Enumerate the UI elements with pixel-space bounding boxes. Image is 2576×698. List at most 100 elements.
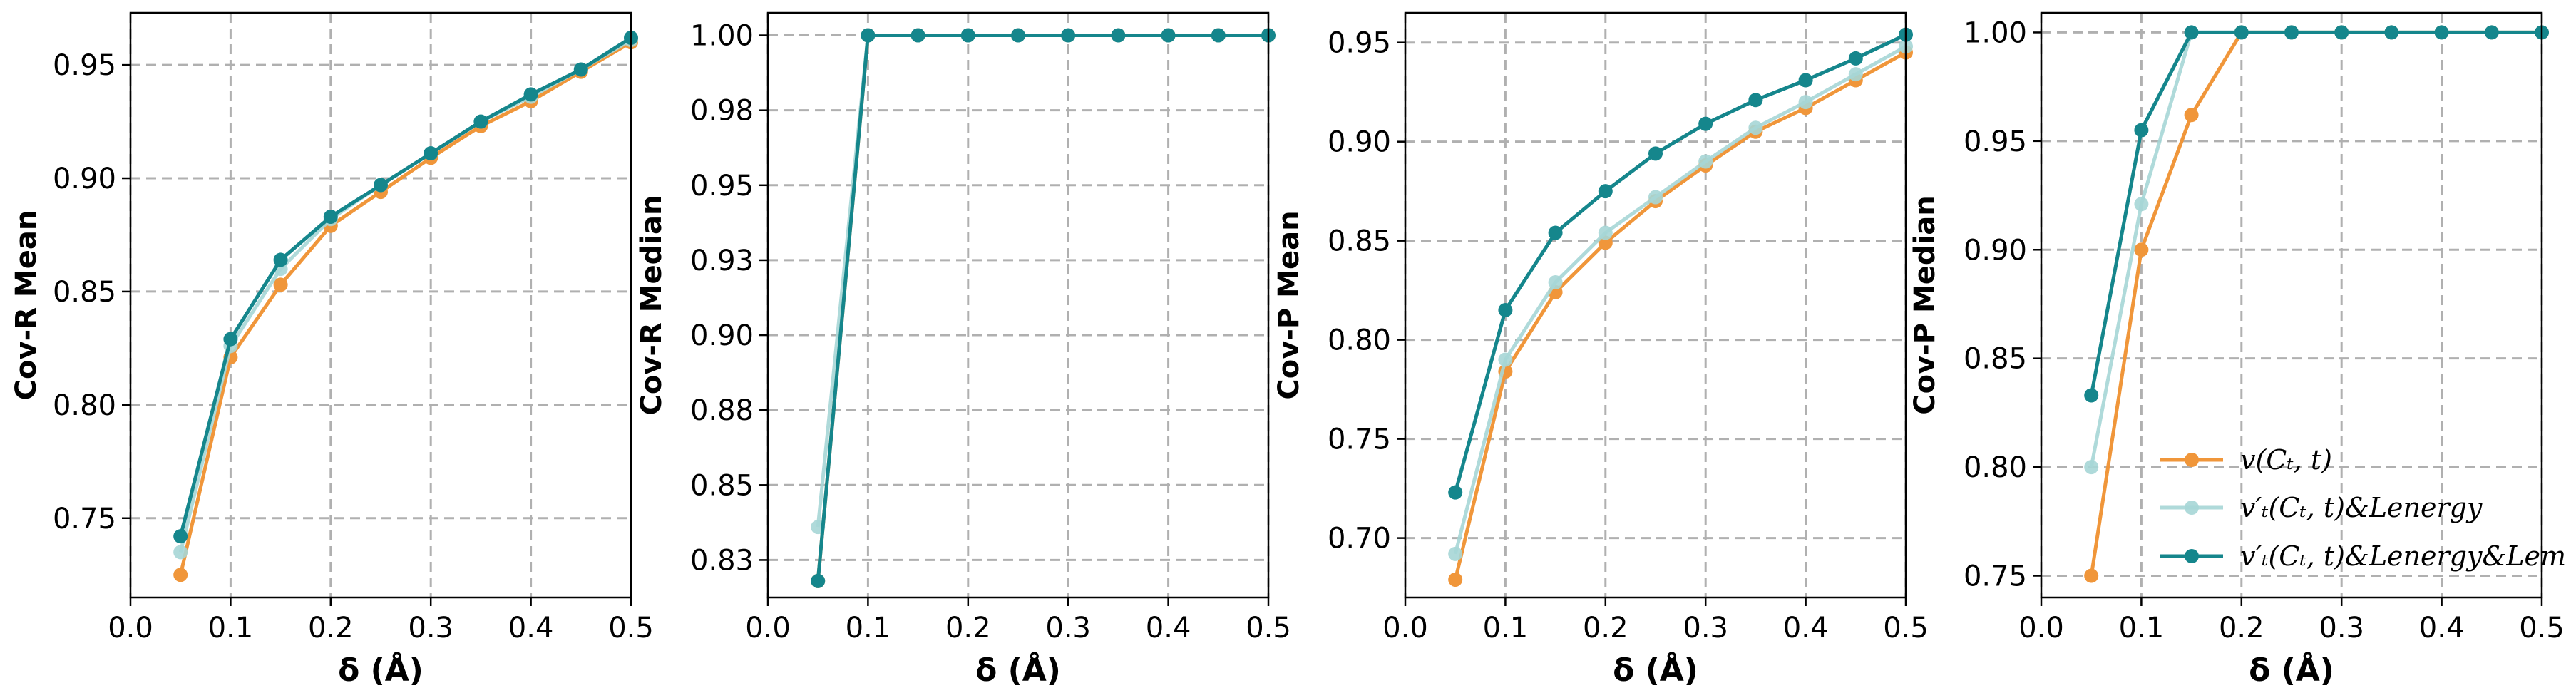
data-point: [2484, 25, 2499, 40]
y-tick-label: 1.00: [1964, 16, 2027, 49]
x-tick-label: 0.1: [208, 612, 254, 645]
data-point: [2084, 460, 2099, 475]
legend-label: v(Cₜ, t): [2240, 444, 2332, 476]
data-point: [473, 114, 488, 129]
x-axis-label: δ (Å): [975, 651, 1061, 689]
data-point: [523, 87, 538, 102]
y-tick-label: 0.75: [1328, 424, 1391, 456]
data-point: [960, 28, 975, 43]
y-tick-label: 0.95: [1964, 125, 2027, 158]
y-tick-label: 0.85: [1964, 343, 2027, 376]
data-point: [2084, 388, 2099, 403]
x-tick-label: 0.3: [408, 612, 453, 645]
y-tick-label: 0.98: [690, 95, 754, 128]
y-tick-label: 0.95: [53, 49, 116, 82]
plot-frame: [129, 11, 632, 599]
data-point: [2134, 123, 2149, 138]
data-point: [573, 62, 588, 77]
data-point: [2434, 25, 2449, 40]
data-point: [2134, 242, 2149, 257]
y-tick-label: 0.88: [690, 394, 754, 427]
y-tick-label: 0.90: [1964, 234, 2027, 267]
x-tick-label: 0.2: [308, 612, 354, 645]
series-line-1: [1453, 51, 1907, 580]
grid: [1404, 13, 1907, 597]
y-tick-label: 0.75: [1964, 560, 2027, 593]
data-point: [1011, 28, 1025, 43]
chart-panel-3: 0.0 0.1 0.2 0.3 0.4 0.5 0.70 0.75 0.80 0.85 0.90 0.…: [1273, 11, 1929, 689]
y-tick-label: 0.95: [1328, 27, 1391, 60]
x-tick-label: 0.1: [846, 612, 891, 645]
x-tick-label: 0.4: [1146, 612, 1191, 645]
x-tick-label: 0.1: [2119, 612, 2165, 645]
x-tick-label: 0.4: [508, 612, 554, 645]
data-point: [1548, 225, 1563, 240]
x-axis-label: δ (Å): [338, 651, 424, 689]
data-point: [2084, 568, 2099, 583]
data-point: [1698, 154, 1713, 169]
data-point: [223, 332, 238, 347]
plot-frame: [2040, 11, 2543, 599]
series-line-3: [816, 34, 1268, 582]
data-point: [173, 568, 188, 582]
x-tick-label: 0.3: [2319, 612, 2364, 645]
data-point: [424, 146, 438, 161]
y-tick-label: 0.95: [690, 170, 754, 202]
data-point: [1598, 235, 1613, 250]
data-point: [2284, 25, 2299, 40]
y-tick-label: 0.80: [1328, 324, 1391, 357]
y-tick-label: 0.80: [1964, 451, 2027, 484]
legend-label: v′ₜ(Cₜ, t)&Lenergy: [2240, 492, 2483, 523]
y-tick-label: 0.75: [53, 503, 116, 535]
legend: v(Cₜ, t) v′ₜ(Cₜ, t)&Lenergy v′ₜ(Cₜ, t)&Len…: [2160, 444, 2566, 572]
data-point: [861, 28, 876, 43]
grid: [129, 13, 632, 597]
y-tick-label: 0.80: [53, 389, 116, 422]
data-point: [1448, 546, 1463, 561]
y-tick-label: 0.83: [690, 544, 754, 577]
y-tick-label: 0.90: [53, 163, 116, 195]
y-tick-label: 0.70: [1328, 523, 1391, 555]
chart-panel-2: 0.0 0.1 0.2 0.3 0.4 0.5 0.83 0.85 0.88 0.90 0.93 0.…: [635, 11, 1291, 689]
data-point: [2184, 108, 2199, 123]
data-point: [2184, 25, 2199, 40]
x-tick-label: 0.5: [608, 612, 654, 645]
series-line-3: [1453, 33, 1907, 493]
legend-label: v′ₜ(Cₜ, t)&Lenergy&Lem: [2240, 540, 2566, 572]
data-point: [811, 573, 826, 588]
data-point: [1848, 67, 1863, 82]
legend-swatch-marker: [2185, 501, 2199, 515]
data-point: [1111, 28, 1126, 43]
y-axis-label: Cov-R Median: [635, 195, 668, 416]
series-line-2: [178, 38, 632, 553]
y-tick-label: 1.00: [690, 20, 754, 53]
x-tick-label: 0.0: [108, 612, 153, 645]
series-group: [1448, 27, 1913, 587]
data-point: [323, 210, 338, 225]
x-tick-label: 0.4: [2419, 612, 2465, 645]
x-tick-label: 0.5: [1246, 612, 1291, 645]
data-point: [1648, 146, 1663, 161]
chart-panel-4: 0.0 0.1 0.2 0.3 0.4 0.5 0.75 0.80 0.85 0.90 0.95 1.…: [1909, 11, 2565, 689]
legend-swatch-marker: [2185, 549, 2199, 563]
series-line-3: [178, 36, 632, 537]
x-tick-label: 0.2: [945, 612, 991, 645]
data-point: [1161, 28, 1176, 43]
series-line-3: [2089, 30, 2542, 396]
chart-panel-1: 0.0 0.1 0.2 0.3 0.4 0.5 0.75 0.80 0.85 0.90 0.95 δ …: [10, 11, 654, 689]
y-axis-label: Cov-R Mean: [10, 210, 43, 401]
data-point: [1798, 95, 1813, 110]
data-point: [910, 28, 925, 43]
y-tick-label: 0.85: [1328, 225, 1391, 258]
data-point: [273, 277, 288, 292]
data-point: [1598, 225, 1613, 240]
y-tick-label: 0.85: [53, 276, 116, 309]
x-tick-label: 0.4: [1783, 612, 1829, 645]
data-point: [374, 178, 388, 193]
y-tick-label: 0.85: [690, 469, 754, 502]
x-tick-label: 0.2: [2219, 612, 2264, 645]
data-point: [1548, 275, 1563, 290]
legend-swatch-marker: [2185, 453, 2199, 467]
plot-frame: [1404, 11, 1907, 599]
